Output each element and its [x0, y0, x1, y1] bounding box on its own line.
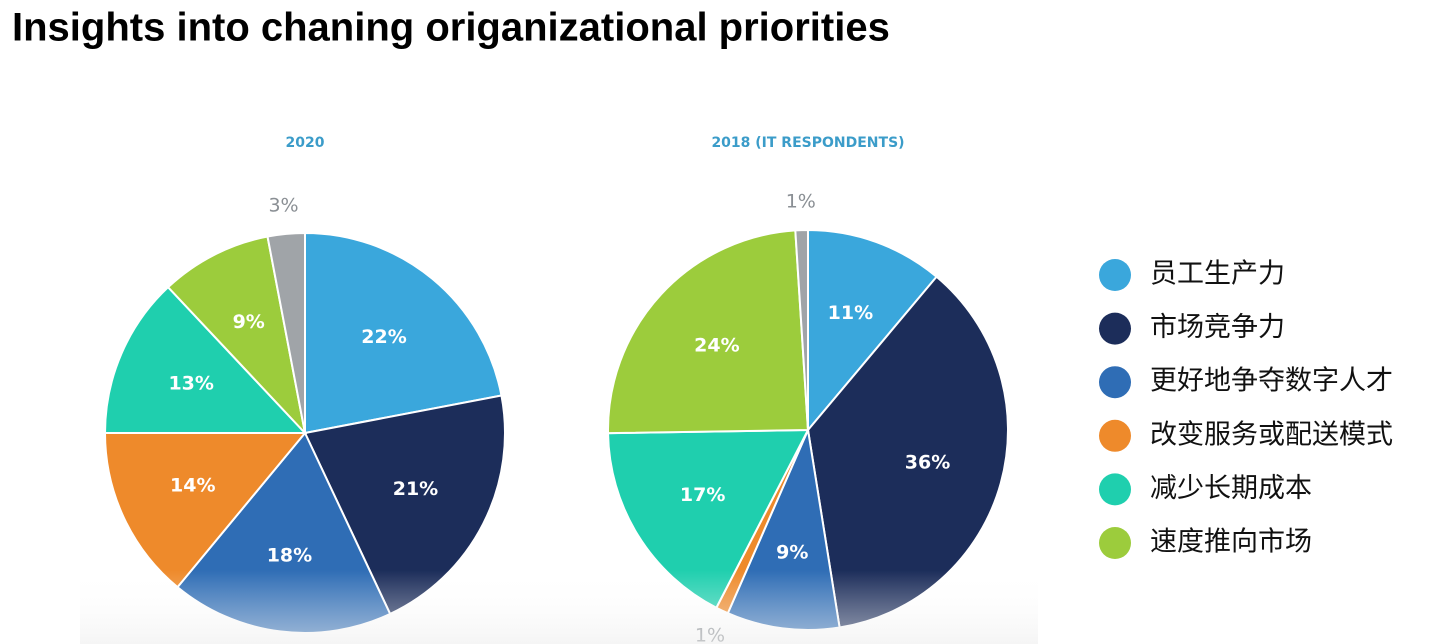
page-title: Insights into chaning origanizational pr…	[12, 6, 890, 50]
pie-slice	[607, 229, 810, 435]
legend-swatch	[1099, 473, 1131, 506]
slice-label: 22%	[361, 326, 406, 348]
fog-band	[80, 570, 1038, 644]
pie-slice	[166, 235, 307, 437]
legend-label: 减少长期成本	[1150, 473, 1312, 504]
legend-label: 员工生产力	[1150, 259, 1285, 290]
legend-label: 速度推向市场	[1150, 527, 1312, 558]
slice-label: 21%	[393, 478, 438, 500]
chart-title: 2020	[286, 135, 325, 151]
slice-label: 13%	[168, 372, 213, 394]
chart-title: 2018 (IT RESPONDENTS)	[711, 135, 904, 151]
pie-slice	[807, 228, 938, 433]
legend-swatch	[1099, 259, 1131, 291]
slice-label: 36%	[905, 452, 950, 474]
slice-label: 3%	[268, 195, 298, 217]
slice-label: 1%	[786, 191, 816, 213]
slice-label: 11%	[828, 302, 873, 324]
legend-swatch	[1099, 312, 1131, 345]
slice-label: 24%	[694, 334, 739, 356]
slice-label: 14%	[170, 474, 215, 496]
slice-label: 9%	[776, 542, 808, 564]
legend-label: 市场竞争力	[1150, 312, 1285, 343]
legend-label: 改变服务或配送模式	[1150, 419, 1393, 450]
legend-swatch	[1099, 419, 1131, 452]
legend-label: 更好地争夺数字人才	[1150, 366, 1393, 397]
pie-slice	[103, 285, 308, 434]
legend-swatch	[1099, 527, 1131, 559]
pie-slice	[794, 228, 809, 431]
legend-swatch	[1099, 366, 1131, 399]
pie-slice	[266, 231, 306, 434]
pie-slice	[304, 231, 503, 435]
slice-label: 18%	[267, 545, 312, 567]
slice-label: 17%	[680, 484, 725, 506]
slice-label: 9%	[233, 311, 265, 333]
